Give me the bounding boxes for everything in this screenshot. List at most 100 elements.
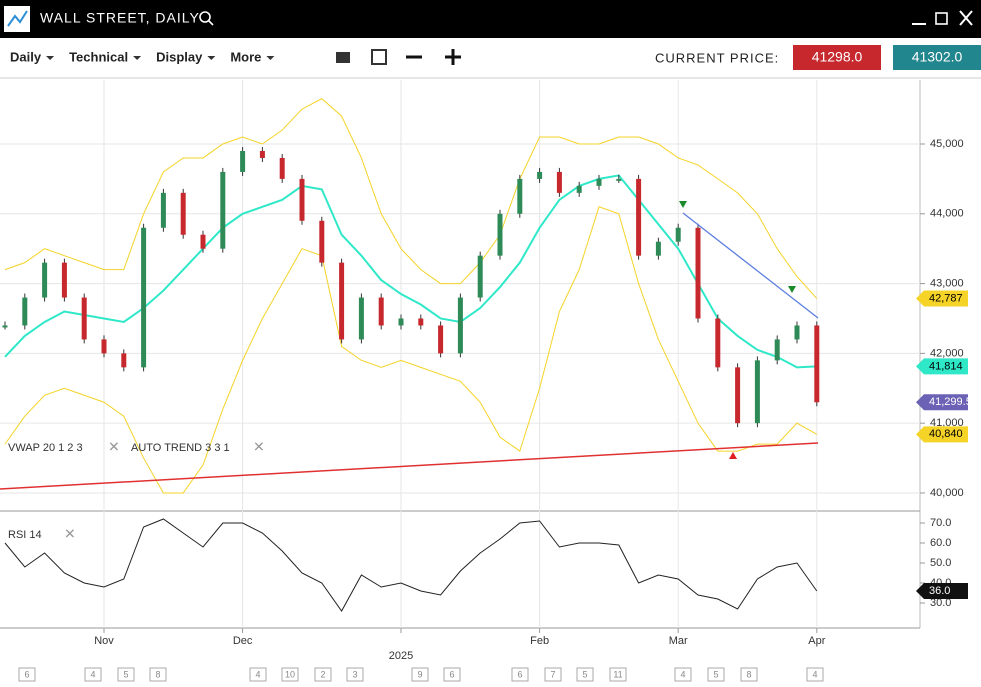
candle bbox=[754, 360, 760, 424]
marker-down bbox=[788, 286, 796, 293]
event-icon[interactable] bbox=[609, 667, 627, 682]
menu-caret bbox=[207, 56, 216, 60]
event-icon[interactable] bbox=[511, 667, 529, 682]
candle bbox=[457, 297, 463, 354]
y-tick-label: 45,000 bbox=[930, 138, 964, 150]
autotrend-label[interactable]: AUTO TREND 3 3 1 bbox=[131, 442, 230, 454]
event-day: 4 bbox=[680, 669, 685, 679]
event-icon[interactable] bbox=[806, 667, 824, 682]
candle bbox=[81, 297, 87, 340]
candle bbox=[141, 227, 147, 368]
event-day: 11 bbox=[613, 669, 622, 679]
band-line bbox=[4, 174, 817, 369]
zoom-in[interactable] bbox=[445, 49, 461, 65]
price-tag bbox=[916, 358, 968, 375]
event-day: 6 bbox=[24, 669, 29, 679]
candle bbox=[121, 353, 127, 368]
price-tag bbox=[916, 583, 968, 599]
search-icon[interactable] bbox=[199, 11, 211, 23]
x-tick-label: Dec bbox=[233, 635, 253, 647]
price-tag-label: 40,840 bbox=[929, 428, 963, 440]
y-tick-label: 42,000 bbox=[930, 347, 964, 359]
candle bbox=[279, 157, 285, 179]
title-bar bbox=[0, 0, 981, 38]
x-tick-label: Apr bbox=[808, 635, 825, 647]
price-tag bbox=[916, 426, 968, 443]
candle bbox=[715, 318, 721, 368]
search-icon-handle bbox=[208, 20, 214, 26]
buy-button[interactable] bbox=[893, 45, 981, 70]
candle bbox=[160, 192, 166, 228]
event-icon[interactable] bbox=[443, 667, 461, 682]
candle bbox=[339, 262, 345, 340]
event-icon[interactable] bbox=[18, 667, 36, 682]
rsi-label[interactable]: RSI 14 bbox=[8, 529, 42, 541]
event-icon[interactable] bbox=[411, 667, 429, 682]
candle bbox=[735, 367, 741, 424]
event-icon[interactable] bbox=[740, 667, 758, 682]
candle bbox=[675, 227, 681, 242]
rsi-tick-label: 60.0 bbox=[930, 537, 951, 549]
price-tag-label: 36.0 bbox=[929, 585, 950, 597]
event-day: 4 bbox=[90, 669, 95, 679]
candle bbox=[299, 178, 305, 221]
event-icon[interactable] bbox=[346, 667, 364, 682]
event-icon[interactable] bbox=[674, 667, 692, 682]
buy-price[interactable]: 41302.0 bbox=[912, 49, 963, 65]
event-day: 4 bbox=[255, 669, 260, 679]
menu[interactable]: Display bbox=[156, 49, 203, 64]
candle bbox=[398, 318, 404, 326]
menu[interactable]: More bbox=[230, 49, 261, 64]
candle bbox=[596, 178, 602, 186]
sell-button[interactable] bbox=[793, 45, 881, 70]
candle bbox=[537, 171, 543, 179]
vwap-label[interactable]: VWAP 20 1 2 3 bbox=[8, 442, 83, 454]
band-line bbox=[4, 206, 818, 494]
candle bbox=[240, 150, 246, 172]
candle bbox=[438, 325, 444, 354]
event-icon[interactable] bbox=[576, 667, 594, 682]
candle bbox=[556, 171, 562, 193]
candle bbox=[378, 297, 384, 326]
candle bbox=[418, 318, 424, 326]
event-icon[interactable] bbox=[544, 667, 562, 682]
event-icon[interactable] bbox=[249, 667, 267, 682]
y-tick-label: 41,000 bbox=[930, 417, 964, 429]
event-icon[interactable] bbox=[84, 667, 102, 682]
x-tick-label: 2025 bbox=[389, 650, 413, 662]
candle bbox=[655, 241, 661, 256]
close-x[interactable]: ✕ bbox=[64, 526, 76, 542]
sell-price[interactable]: 41298.0 bbox=[812, 49, 863, 65]
close-button[interactable] bbox=[959, 10, 973, 26]
event-icon[interactable] bbox=[281, 667, 299, 682]
candle bbox=[814, 325, 820, 403]
menu-caret bbox=[46, 56, 55, 60]
popout-button[interactable] bbox=[935, 12, 948, 25]
menu[interactable]: Technical bbox=[69, 49, 128, 64]
rsi-tick-label: 70.0 bbox=[930, 517, 951, 529]
candle bbox=[794, 325, 800, 340]
event-icon[interactable] bbox=[117, 667, 135, 682]
open-icon[interactable] bbox=[336, 52, 350, 63]
candle bbox=[358, 297, 364, 340]
close-x[interactable]: ✕ bbox=[108, 439, 120, 455]
event-icon[interactable] bbox=[314, 667, 332, 682]
candle bbox=[180, 192, 186, 235]
candle bbox=[61, 262, 67, 298]
event-icon[interactable] bbox=[707, 667, 725, 682]
current-price-label: CURRENT PRICE: bbox=[655, 50, 779, 65]
menu[interactable]: Daily bbox=[10, 49, 42, 64]
rsi-tick-label: 30.0 bbox=[930, 597, 951, 609]
event-day: 10 bbox=[285, 669, 295, 679]
y-tick-label: 44,000 bbox=[930, 208, 964, 220]
event-icon[interactable] bbox=[149, 667, 167, 682]
candle bbox=[695, 227, 701, 319]
save-icon[interactable] bbox=[371, 49, 387, 65]
close-x[interactable]: ✕ bbox=[253, 439, 265, 455]
marker-up bbox=[729, 452, 737, 459]
candle bbox=[200, 234, 206, 249]
y-tick-label: 43,000 bbox=[930, 277, 964, 289]
event-day: 7 bbox=[550, 669, 555, 679]
event-day: 9 bbox=[417, 669, 422, 679]
